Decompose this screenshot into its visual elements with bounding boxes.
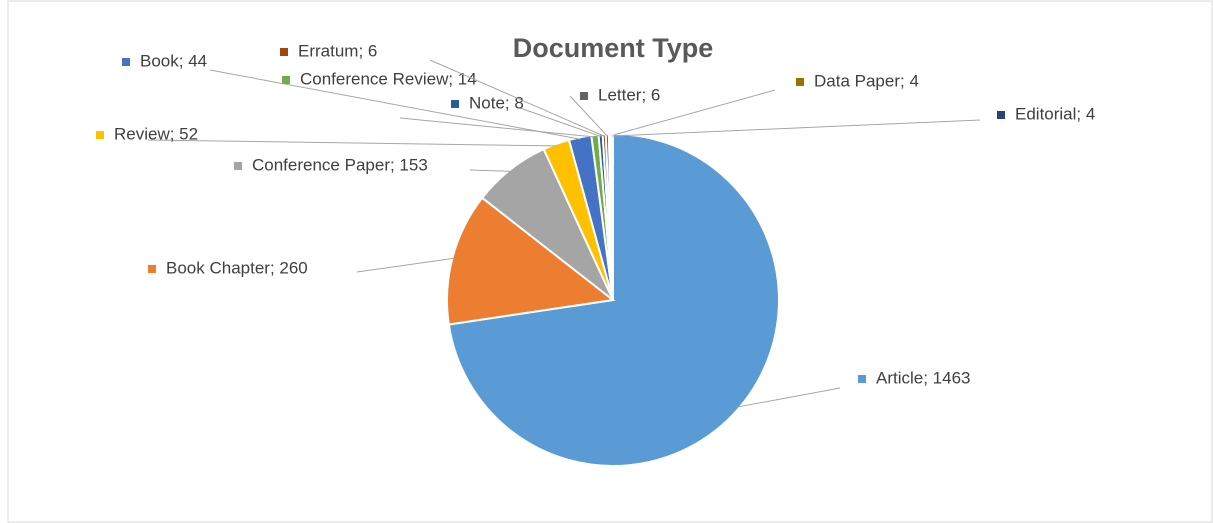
data-label: Editorial; 4 [1015, 104, 1095, 123]
label-marker [148, 265, 156, 273]
label-marker [282, 76, 290, 84]
leader-line [399, 117, 596, 138]
leader-line [611, 119, 981, 137]
leader-line [569, 95, 608, 137]
data-label: Article; 1463 [876, 368, 971, 387]
leader-line [429, 59, 605, 137]
data-label: Book; 44 [140, 51, 207, 70]
leader-line [737, 387, 841, 408]
pie-slice [446, 196, 616, 326]
label-marker [96, 131, 104, 139]
leader-line [356, 257, 455, 273]
data-label: Erratum; 6 [298, 41, 377, 60]
data-label: Review; 52 [114, 124, 198, 143]
label-marker [796, 78, 804, 86]
label-marker [234, 162, 242, 170]
leader-line [147, 139, 557, 147]
label-marker [858, 375, 866, 383]
chart-title: Document Type [513, 33, 714, 63]
label-marker [451, 100, 459, 108]
data-label: Note; 8 [469, 93, 524, 112]
label-marker [580, 92, 588, 100]
leader-line [519, 107, 601, 137]
label-marker [997, 111, 1005, 119]
chart-border [7, 0, 1213, 523]
data-label: Conference Review; 14 [300, 69, 477, 88]
label-marker [280, 48, 288, 56]
label-marker [122, 58, 130, 66]
leader-line [469, 169, 512, 172]
data-label: Book Chapter; 260 [166, 258, 308, 277]
data-label: Letter; 6 [598, 85, 660, 104]
data-label: Data Paper; 4 [814, 71, 919, 90]
leader-line [209, 69, 581, 140]
data-label: Conference Paper; 153 [252, 155, 428, 174]
leader-line [609, 89, 776, 137]
pie-slice [609, 132, 614, 301]
